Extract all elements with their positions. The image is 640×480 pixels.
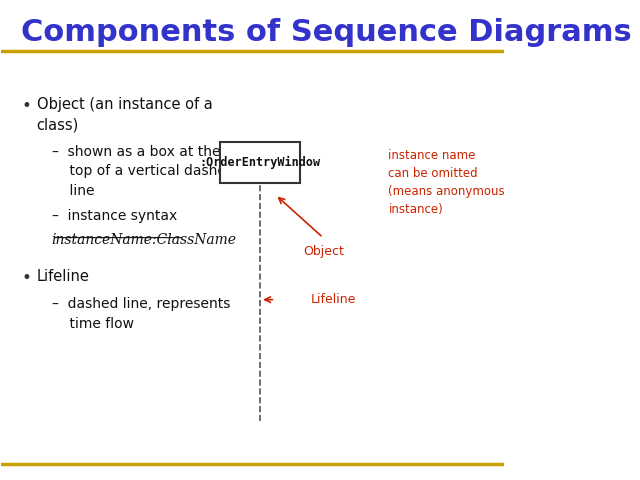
Text: instance name
can be omitted
(means anonymous
instance): instance name can be omitted (means anon… [388,149,505,216]
Text: instanceName:ClassName: instanceName:ClassName [52,233,237,247]
Text: :OrderEntryWindow: :OrderEntryWindow [200,156,321,169]
Text: •: • [22,97,31,115]
Text: Lifeline: Lifeline [310,293,356,306]
Text: –  shown as a box at the
    top of a vertical dashed
    line: – shown as a box at the top of a vertica… [52,144,234,198]
Text: •: • [22,269,31,287]
Text: Object (an instance of a
class): Object (an instance of a class) [36,97,212,133]
Text: Lifeline: Lifeline [36,269,90,284]
FancyBboxPatch shape [220,142,300,183]
Text: Components of Sequence Diagrams: Components of Sequence Diagrams [22,18,632,47]
Text: Object: Object [303,245,344,258]
Text: –  instance syntax: – instance syntax [52,209,177,223]
Text: –  dashed line, represents
    time flow: – dashed line, represents time flow [52,297,230,331]
